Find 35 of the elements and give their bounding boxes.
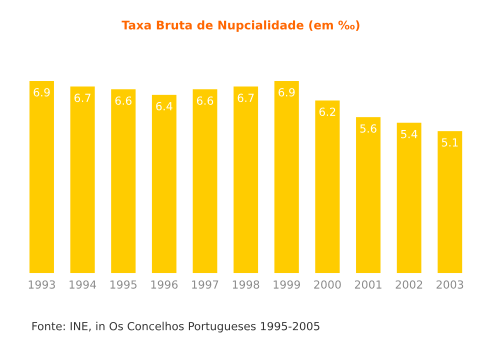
data-label: 6.9	[34, 88, 50, 96]
x-tick-label: 2000	[314, 280, 341, 289]
bar	[152, 94, 176, 274]
data-label: 6.4	[156, 102, 172, 110]
data-label: 6.6	[196, 96, 214, 105]
x-tick-label: 2003	[436, 280, 464, 289]
bar	[29, 80, 54, 274]
x-tick-label: 1994	[70, 280, 96, 289]
bar	[274, 80, 299, 274]
data-label: 6.7	[74, 94, 90, 102]
data-label: 6.7	[238, 94, 254, 102]
data-label: 6.6	[115, 96, 132, 105]
data-label: 5.4	[401, 130, 418, 138]
bar	[315, 100, 340, 274]
x-tick-label: 1993	[28, 280, 55, 289]
bar	[234, 86, 258, 274]
chart-title: Taxa Bruta de Nupcialidade (em ‰)	[122, 20, 360, 32]
x-tick-label: 1996	[151, 280, 178, 289]
bar	[192, 89, 218, 274]
data-label: 6.9	[278, 88, 295, 96]
x-tick-label: 1997	[192, 280, 218, 289]
x-tick-label: 2001	[354, 280, 382, 289]
x-tick-label: 2002	[396, 280, 422, 289]
x-tick-label: 1999	[274, 280, 300, 289]
bar	[438, 131, 462, 274]
bar	[70, 86, 95, 274]
bar	[111, 89, 136, 274]
x-tick-label: 1995	[110, 280, 137, 289]
x-tick-label: 1998	[232, 280, 260, 289]
data-label: 6.2	[319, 108, 336, 116]
bar	[356, 117, 381, 274]
data-label: 5.1	[442, 138, 458, 147]
bar	[396, 122, 422, 274]
data-label: 5.6	[360, 124, 376, 133]
source-note: Fonte: INE, in Os Concelhos Portugueses 1995-2005	[32, 322, 320, 332]
